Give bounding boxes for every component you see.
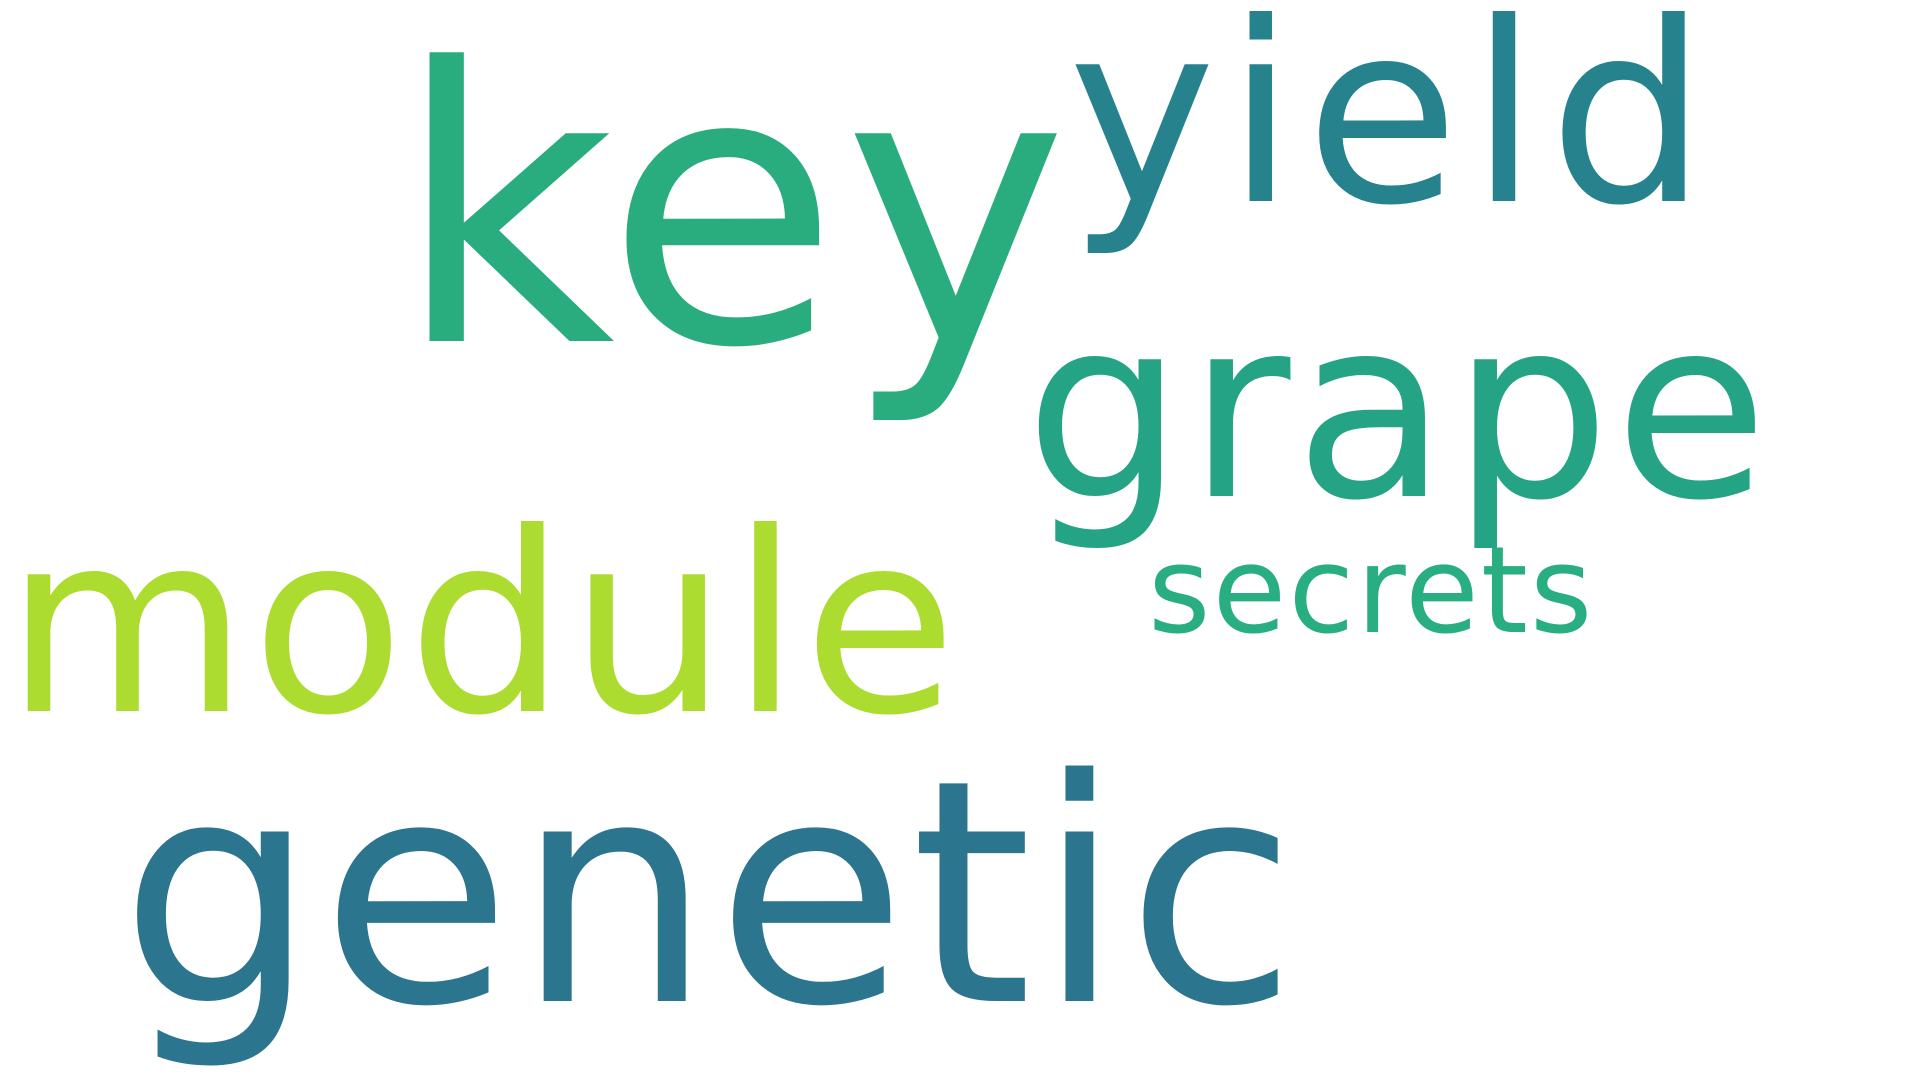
word-secrets: secrets — [1148, 522, 1595, 661]
word-key: key — [395, 0, 1073, 431]
word-module: module — [5, 479, 960, 770]
word-grape: grape — [1025, 264, 1773, 555]
word-yield: yield — [1068, 0, 1718, 260]
word-genetic: genetic — [120, 714, 1301, 1075]
